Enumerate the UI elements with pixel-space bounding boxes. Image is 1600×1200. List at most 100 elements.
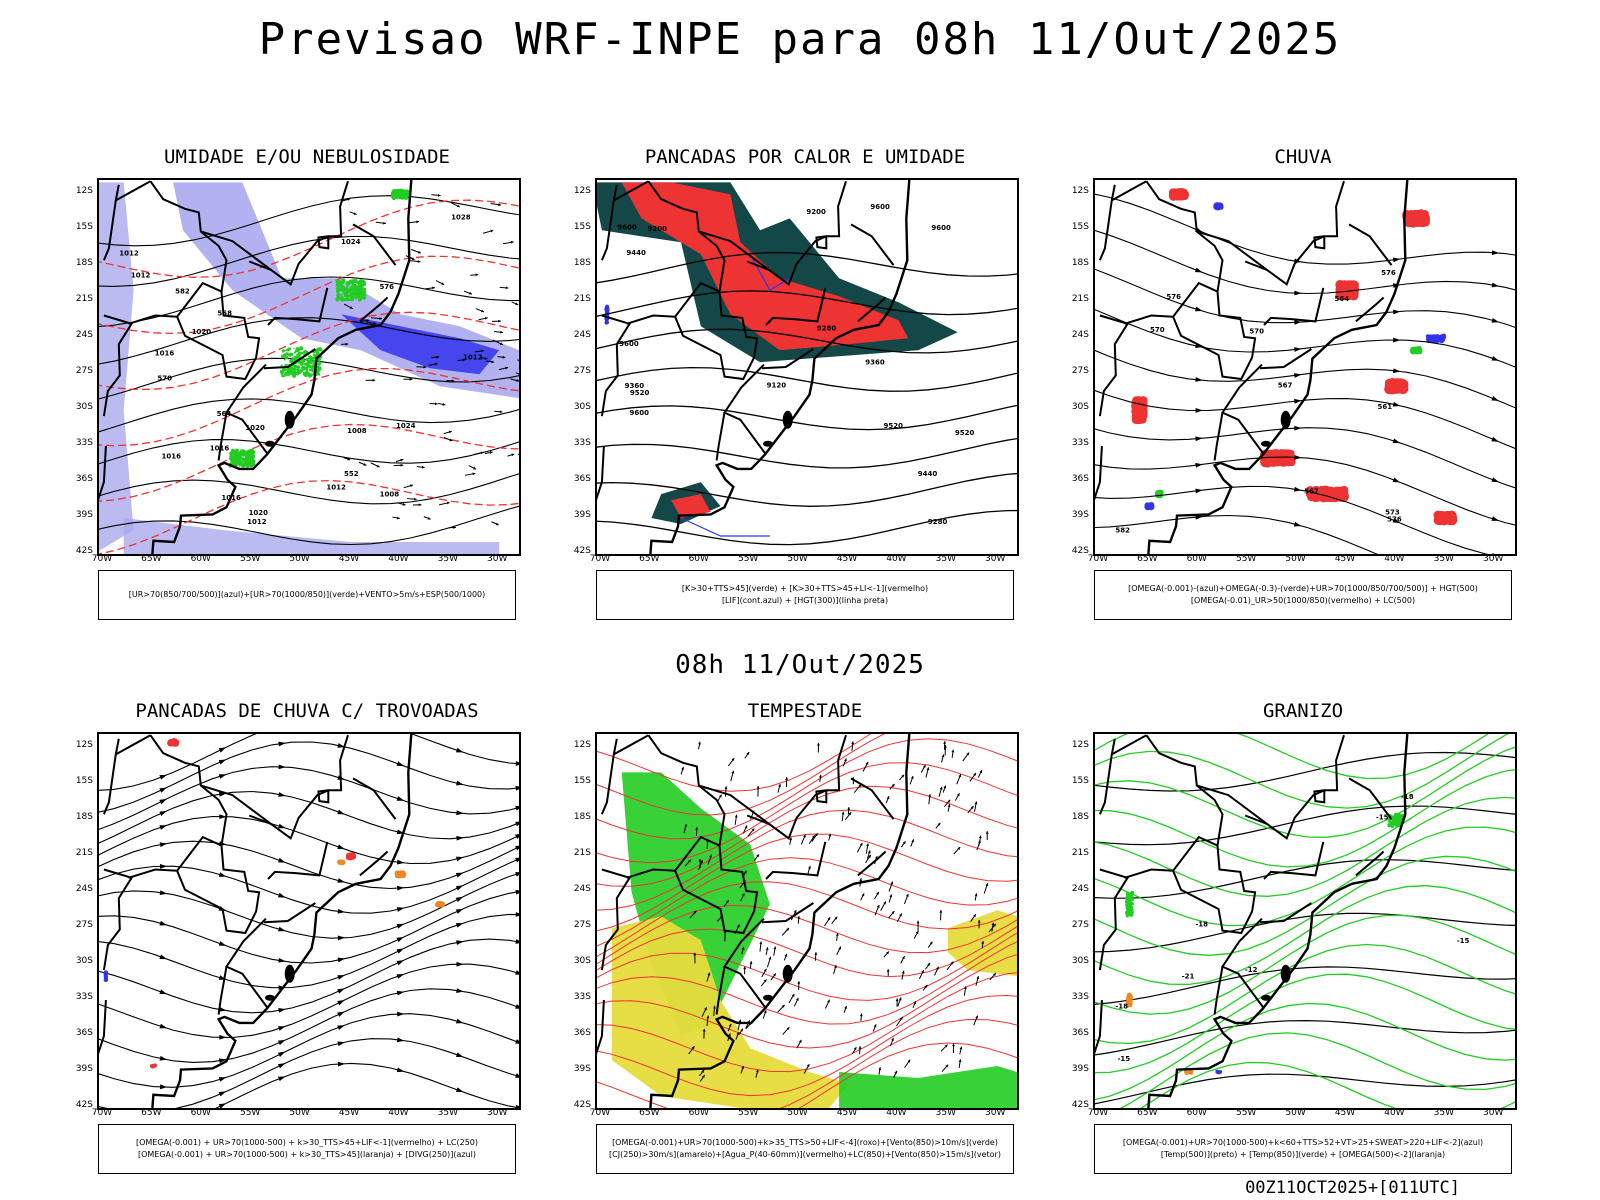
lat-tick-label: 21S [573,848,591,859]
legend-line: [CJ(250)>30m/s](amarelo)+[Agua_P(40-60mm… [609,1150,1001,1159]
contour-label: 9600 [870,203,890,211]
lat-tick-label: 24S [573,330,591,341]
lat-tick-label: 33S [573,992,591,1003]
lat-tick-label: 36S [75,1028,93,1039]
lon-tick-label: 50W [1285,1108,1306,1118]
contour-label: 9440 [626,249,646,257]
contour-label: -12 [1245,966,1258,974]
lat-tick-label: 24S [75,884,93,895]
lat-tick-label: 21S [75,294,93,305]
legend-granizo: [OMEGA(-0.001)+UR>70(1000-500)+k<60+TTS>… [1094,1124,1512,1174]
panel-title-tempestade: TEMPESTADE [747,700,863,722]
legend-line: [UR>70(850/700/500)](azul)+[UR>70(1000/8… [128,590,486,599]
lat-tick-label: 42S [573,1100,591,1110]
lon-tick-label: 55W [239,1108,261,1118]
contour-label: 564 [1335,295,1350,303]
contour-label: 1016 [221,494,241,502]
lat-tick-label: 21S [573,294,591,305]
contour-label: 576 [1166,293,1181,301]
lat-tick-label: 27S [573,366,591,377]
contour-label: 576 [379,283,394,291]
contour-label: 9120 [767,382,787,390]
contour-label: 1012 [247,518,267,526]
contour-label: -18 [1401,793,1414,801]
lat-tick-label: 15S [573,776,591,787]
lat-tick-label: 30S [75,402,93,413]
lat-tick-label: 42S [1071,1100,1089,1110]
contour-label: 1024 [341,238,361,246]
contour-label: 9200 [806,208,826,216]
lon-tick-label: 40W [886,1108,907,1118]
lon-tick-label: 55W [1235,1108,1257,1118]
lat-tick-label: 15S [573,222,591,233]
contour-label: 573 [1385,509,1400,517]
lon-tick-label: 55W [737,1108,759,1118]
contour-label: 570 [1249,328,1264,336]
contour-label: -15 [1457,937,1470,945]
lat-tick-label: 36S [573,474,591,485]
contour-label: 582 [175,287,190,295]
lon-tick-label: 30W [487,1108,508,1118]
legend-line: [OMEGA(-0.001)+UR>70(1000-500)+k<60+TTS>… [1122,1138,1484,1147]
contour-label: 1024 [396,422,416,430]
lat-tick-label: 12S [573,740,591,751]
lat-tick-label: 36S [1071,474,1089,485]
lat-tick-label: 42S [75,1100,93,1110]
lat-tick-label: 42S [75,546,93,556]
contour-label: 552 [344,470,359,478]
panel-title-umidade: UMIDADE E/OU NEBULOSIDADE [164,146,450,168]
lon-tick-label: 50W [289,1108,310,1118]
lat-tick-label: 12S [75,186,93,197]
lon-tick-label: 70W [1087,1108,1109,1118]
contour-label: 1020 [245,424,265,432]
lon-tick-label: 40W [388,554,409,564]
map-pancadas-trovoadas [97,732,521,1110]
lon-tick-label: 45W [338,1108,360,1118]
lat-tick-label: 24S [75,330,93,341]
lat-tick-label: 39S [75,510,93,521]
contour-label: 1016 [162,452,182,460]
contour-label: 1012 [131,271,151,279]
lon-tick-label: 55W [737,554,759,564]
panel-title-pancadas-calor: PANCADAS POR CALOR E UMIDADE [644,146,966,168]
contour-label: 1012 [463,353,483,361]
lon-tick-label: 70W [589,1108,611,1118]
lon-tick-label: 30W [1483,554,1504,564]
lat-tick-label: 21S [1071,294,1089,305]
map-tempestade [595,732,1019,1110]
contour-label: 1020 [192,328,212,336]
lat-tick-label: 18S [573,258,591,269]
lat-tick-label: 18S [1071,258,1089,269]
lat-tick-label: 30S [573,402,591,413]
lat-tick-label: 18S [573,812,591,823]
lat-tick-label: 39S [1071,510,1089,521]
lat-tick-label: 27S [1071,366,1089,377]
lat-tick-label: 27S [573,920,591,931]
lon-tick-label: 60W [688,1108,709,1118]
legend-line: [OMEGA(-0.001) + UR>70(1000-500) + k>30_… [137,1150,477,1159]
lon-tick-label: 70W [1087,554,1109,564]
lon-tick-label: 70W [589,554,611,564]
lon-tick-label: 65W [141,554,162,564]
lon-tick-label: 40W [1384,1108,1405,1118]
legend-pancadas-trovoadas: [OMEGA(-0.001) + UR>70(1000-500) + k>30_… [98,1124,516,1174]
contour-label: 9200 [648,225,668,233]
contour-label: -15 [1117,1055,1130,1063]
lon-tick-label: 35W [437,1108,458,1118]
legend-chuva: [OMEGA(-0.001)-(azul)+OMEGA(-0.3)-(verde… [1094,570,1512,620]
map-svg-granizo: -18 -15 -15 -12 -15 -18 -21 -18 [1095,734,1515,1108]
lon-tick-label: 40W [1384,554,1405,564]
lat-tick-label: 21S [75,848,93,859]
lon-tick-label: 45W [1334,1108,1356,1118]
contour-label: 576 [1387,515,1402,523]
legend-line: [OMEGA(-0.001)+UR>70(1000-500)+k>35_TTS>… [612,1138,998,1147]
contour-label: 567 [1278,382,1293,390]
lon-tick-label: 30W [985,1108,1006,1118]
panel-title-chuva: CHUVA [1274,146,1332,168]
contour-label: 9280 [928,518,948,526]
lat-tick-label: 36S [1071,1028,1089,1039]
contour-label: 9520 [884,422,904,430]
lat-tick-label: 18S [1071,812,1089,823]
lon-tick-label: 35W [935,1108,956,1118]
lon-tick-label: 50W [787,1108,808,1118]
